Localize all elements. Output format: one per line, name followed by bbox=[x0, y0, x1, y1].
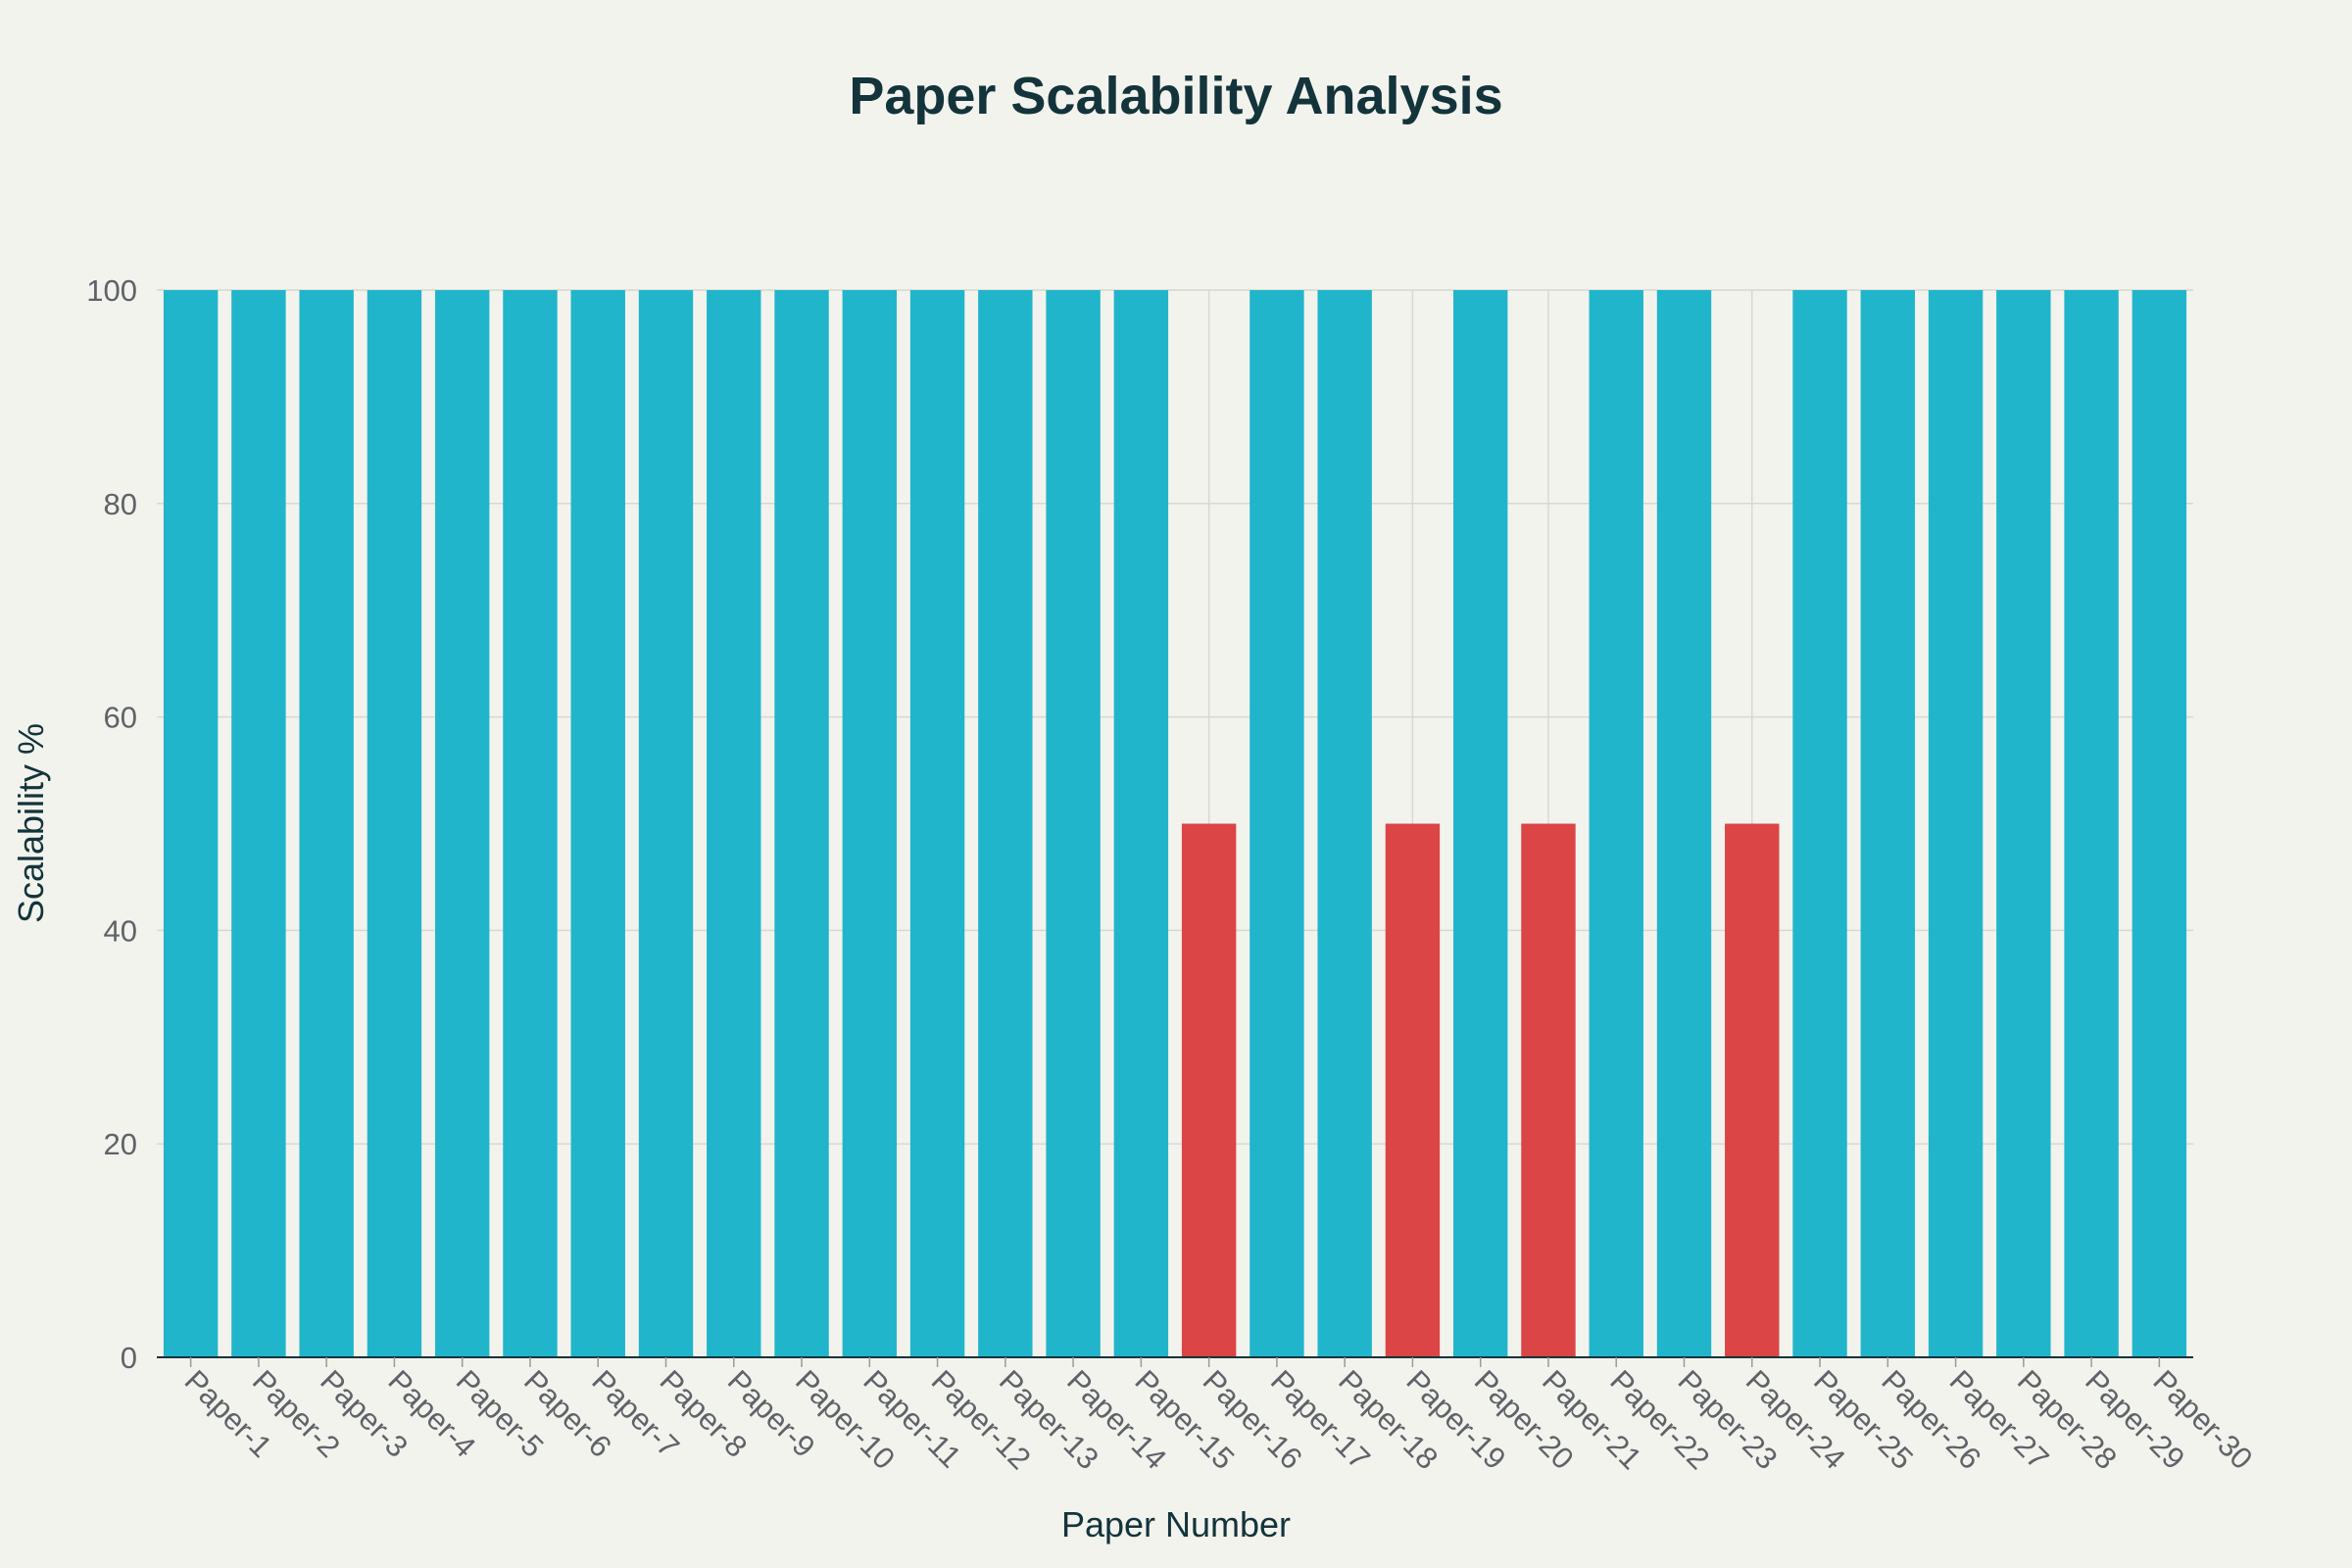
bar-paper-5 bbox=[434, 290, 490, 1357]
x-axis: Paper-1Paper-2Paper-3Paper-4Paper-5Paper… bbox=[157, 1356, 2259, 1476]
chart-title: Paper Scalability Analysis bbox=[849, 67, 1502, 125]
bar-paper-22 bbox=[1589, 290, 1643, 1357]
bar-paper-16 bbox=[1181, 823, 1237, 1357]
bars bbox=[163, 290, 2187, 1357]
bar-paper-8 bbox=[638, 290, 694, 1357]
y-tick-label: 100 bbox=[86, 273, 137, 308]
y-tick-label: 20 bbox=[104, 1127, 137, 1161]
bar-paper-25 bbox=[1792, 290, 1847, 1357]
y-tick-label: 80 bbox=[104, 487, 137, 521]
bar-paper-18 bbox=[1317, 290, 1372, 1357]
y-tick-label: 0 bbox=[121, 1341, 137, 1375]
y-tick-label: 60 bbox=[104, 701, 137, 735]
bar-paper-26 bbox=[1860, 290, 1916, 1357]
y-tick-label: 40 bbox=[104, 913, 137, 948]
bar-paper-30 bbox=[2132, 290, 2187, 1357]
bar-paper-24 bbox=[1725, 823, 1780, 1357]
bar-paper-7 bbox=[570, 290, 625, 1357]
bar-paper-6 bbox=[503, 290, 558, 1357]
bar-paper-17 bbox=[1250, 290, 1304, 1357]
bar-paper-19 bbox=[1385, 823, 1441, 1357]
bar-paper-14 bbox=[1046, 290, 1101, 1357]
bar-paper-2 bbox=[231, 290, 286, 1357]
bar-paper-20 bbox=[1452, 290, 1508, 1357]
y-axis: 0 20 40 60 80 100 bbox=[86, 273, 137, 1375]
bar-paper-28 bbox=[1996, 290, 2051, 1357]
y-axis-title: Scalability % bbox=[11, 723, 51, 923]
bar-paper-23 bbox=[1656, 290, 1712, 1357]
bar-paper-15 bbox=[1113, 290, 1169, 1357]
bar-paper-4 bbox=[367, 290, 422, 1357]
bar-paper-11 bbox=[842, 290, 898, 1357]
bar-paper-13 bbox=[978, 290, 1033, 1357]
bar-paper-21 bbox=[1521, 823, 1576, 1357]
bar-paper-27 bbox=[1928, 290, 1984, 1357]
bar-paper-9 bbox=[707, 290, 761, 1357]
bar-paper-1 bbox=[163, 290, 219, 1357]
bar-paper-29 bbox=[2064, 290, 2119, 1357]
x-axis-title: Paper Number bbox=[1061, 1504, 1291, 1544]
bar-paper-10 bbox=[774, 290, 829, 1357]
bar-paper-12 bbox=[909, 290, 965, 1357]
bar-paper-3 bbox=[299, 290, 354, 1357]
